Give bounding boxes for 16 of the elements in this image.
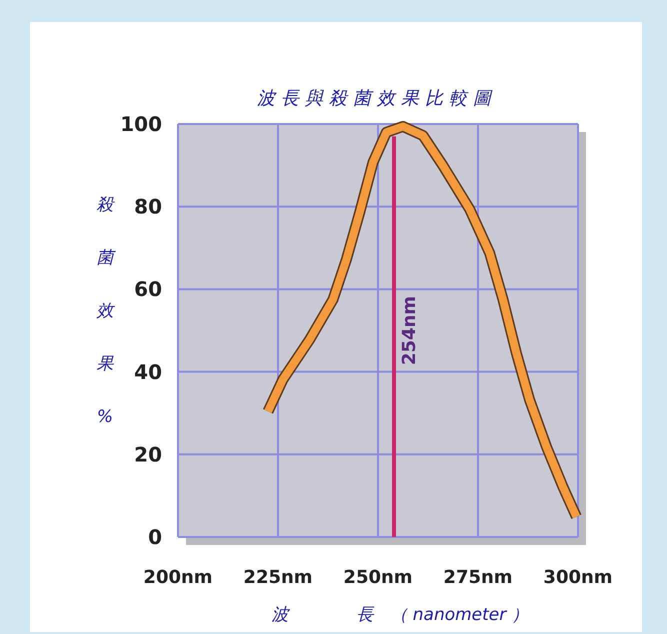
y-tick-label: 40: [134, 360, 162, 384]
y-tick-label: 20: [134, 442, 162, 466]
x-tick-label: 300nm: [543, 567, 613, 588]
text: 殺菌效果%: [96, 195, 114, 427]
x-tick-label: 250nm: [343, 567, 413, 588]
ref-line: 254nm: [392, 136, 420, 537]
x-tick-label: 200nm: [143, 567, 213, 588]
x-tick-label: 275nm: [443, 567, 513, 588]
y-tick-label: 100: [120, 112, 162, 136]
x-tick-label: 225nm: [243, 567, 313, 588]
y-tick-label: 0: [148, 525, 162, 549]
x-axis-title: 波 長 （ nanometer ）: [271, 605, 529, 625]
y-tick-label: 60: [134, 277, 162, 302]
y-tick-label: 80: [134, 194, 162, 219]
chart-title: 波長與殺菌效果比較圖: [257, 88, 497, 109]
ref-line-label: 254nm: [399, 296, 420, 366]
